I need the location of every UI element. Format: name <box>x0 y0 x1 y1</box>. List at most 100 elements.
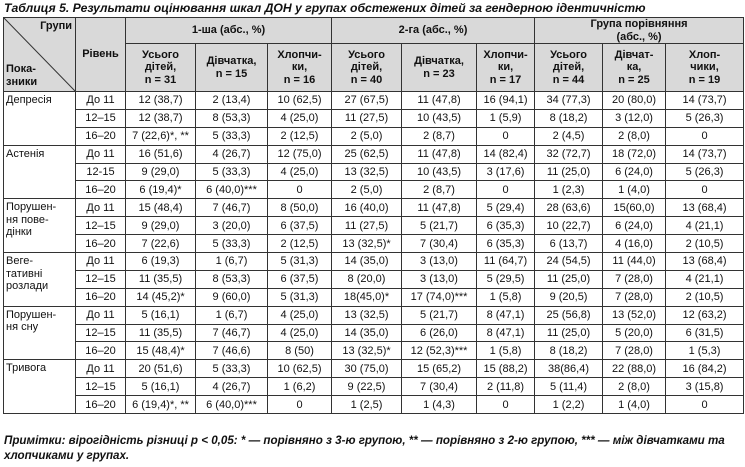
value-cell: 38(86,4) <box>534 359 604 379</box>
value-cell: 8 (53,3) <box>195 108 268 128</box>
value-cell: 5 (26,3) <box>665 162 745 182</box>
value-cell: 6 (40,0)*** <box>195 180 268 200</box>
value-cell: 12 (38,7) <box>125 108 196 128</box>
indicator-cell: Порушен-ня пове-дінки <box>3 198 76 254</box>
value-cell: 10 (62,5) <box>266 91 333 110</box>
group2-header: 2-га (абс., %) <box>331 17 536 44</box>
value-cell: 11 (27,5) <box>331 108 403 128</box>
table-row: 16–20 14 (45,2)* 9 (60,0) 5 (31,3) 18(45,0)*… <box>4 287 745 307</box>
table-row: 16–20 7 (22,6)*, ** 5 (33,3) 2 (12,5) 2 (5,0… <box>4 126 745 146</box>
level-cell: 16–20 <box>75 341 126 361</box>
value-cell: 1 (2,3) <box>534 180 604 200</box>
group1-header: 1-ша (абс., %) <box>124 17 333 44</box>
value-cell: 5 (29,5) <box>476 269 536 289</box>
value-cell: 0 <box>476 126 536 146</box>
value-cell: 5 (33,3) <box>195 359 268 379</box>
value-cell: 4 (16,0) <box>602 234 667 254</box>
value-cell: 14 (45,2)* <box>125 287 196 307</box>
value-cell: 6 (35,3) <box>476 216 536 236</box>
level-cell: 16–20 <box>75 126 126 146</box>
value-cell: 5 (29,4) <box>476 198 536 218</box>
value-cell: 5 (33,3) <box>195 126 268 146</box>
value-cell: 14 (73,7) <box>665 91 745 110</box>
table-row: Астенія До 11 16 (51,6) 4 (26,7) 12 (75,0) 25… <box>3 144 745 200</box>
level-cell: До 11 <box>75 91 126 110</box>
value-cell: 6 (19,4)* <box>125 180 196 200</box>
level-cell: 16–20 <box>75 395 126 415</box>
value-cell: 11 (47,8) <box>401 198 478 218</box>
value-cell: 2 (8,7) <box>401 126 478 146</box>
value-cell: 34 (77,3) <box>534 91 604 110</box>
value-cell: 9 (29,0) <box>125 162 196 182</box>
value-cell: 16 (94,1) <box>476 91 536 110</box>
value-cell: 6 (40,0)*** <box>195 395 268 415</box>
table-note: Примітки: вірогідність різниці р < 0,05:… <box>4 434 725 462</box>
value-cell: 4 (26,7) <box>195 144 268 164</box>
value-cell: 1 (2,5) <box>331 395 403 415</box>
value-cell: 0 <box>665 180 745 200</box>
value-cell: 30 (75,0) <box>331 359 403 379</box>
value-cell: 2 (8,0) <box>602 377 667 397</box>
value-cell: 11 (47,8) <box>401 91 478 110</box>
table-row: 12–15 9 (29,0) 3 (20,0) 6 (37,5) 11 (27,5) 5 … <box>4 216 745 236</box>
value-cell: 4 (25,0) <box>266 108 333 128</box>
value-cell: 6 (31,5) <box>665 323 745 343</box>
indicator-cell: Порушен-ня сну <box>3 305 76 361</box>
level-cell: 16–20 <box>75 287 126 307</box>
level-cell: 12–15 <box>75 108 126 128</box>
value-cell: 14 (35,0) <box>331 252 403 271</box>
value-cell: 8 (50,0) <box>266 198 333 218</box>
value-cell: 8 (18,2) <box>534 341 604 361</box>
value-cell: 15 (88,2) <box>476 359 536 379</box>
value-cell: 3 (20,0) <box>195 216 268 236</box>
value-cell: 11 (35,5) <box>125 269 196 289</box>
table-row: 16–20 6 (19,4)*, ** 6 (40,0)*** 0 1 (2,5) 1 (… <box>4 395 745 415</box>
subheader-cell: Усього дітей, n = 40 <box>331 43 403 92</box>
subheader-cell: Дівчатка, n = 23 <box>401 43 478 92</box>
value-cell: 9 (29,0) <box>125 216 196 236</box>
table-row: 12–15 11 (35,5) 7 (46,7) 4 (25,0) 14 (35,0) 6… <box>4 323 745 343</box>
value-cell: 11 (25,0) <box>534 323 604 343</box>
value-cell: 4 (25,0) <box>266 162 333 182</box>
value-cell: 0 <box>266 180 333 200</box>
value-cell: 8 (47,1) <box>476 305 536 325</box>
table-row: 12–15 5 (16,1) 4 (26,7) 1 (6,2) 9 (22,5) 7 (3… <box>4 377 745 397</box>
value-cell: 25 (56,8) <box>534 305 604 325</box>
value-cell: 13 (32,5)* <box>331 234 403 254</box>
value-cell: 15 (48,4) <box>125 198 196 218</box>
value-cell: 5 (20,0) <box>602 323 667 343</box>
value-cell: 1 (5,9) <box>476 108 536 128</box>
value-cell: 4 (25,0) <box>266 305 333 325</box>
value-cell: 12 (75,0) <box>266 144 333 164</box>
value-cell: 2 (11,8) <box>476 377 536 397</box>
value-cell: 6 (19,4)*, ** <box>125 395 196 415</box>
subheader-cell: Усього дітей, n = 31 <box>125 43 196 92</box>
value-cell: 2 (8,7) <box>401 180 478 200</box>
corner-header: Групи Пока-зники <box>3 17 76 92</box>
value-cell: 2 (4,5) <box>534 126 604 146</box>
value-cell: 5 (31,3) <box>266 287 333 307</box>
value-cell: 7 (46,7) <box>195 198 268 218</box>
value-cell: 24 (54,5) <box>534 252 604 271</box>
value-cell: 1 (6,7) <box>195 252 268 271</box>
value-cell: 11 (47,8) <box>401 144 478 164</box>
value-cell: 12 (63,2) <box>665 305 745 325</box>
subheader-cell: Хлоп-чики, n = 19 <box>665 43 745 92</box>
level-cell: До 11 <box>75 305 126 325</box>
value-cell: 1 (4,0) <box>602 180 667 200</box>
value-cell: 5 (31,3) <box>266 252 333 271</box>
level-cell: 12-15 <box>75 162 126 182</box>
table-row: 12–15 12 (38,7) 8 (53,3) 4 (25,0) 11 (27,5) 1… <box>4 108 745 128</box>
table-caption: Таблиця 5. Результати оцінювання шкал ДО… <box>4 1 646 15</box>
value-cell: 1 (5,8) <box>476 341 536 361</box>
value-cell: 12 (38,7) <box>125 91 196 110</box>
value-cell: 7 (46,7) <box>195 323 268 343</box>
value-cell: 13 (32,5) <box>331 162 403 182</box>
value-cell: 9 (20,5) <box>534 287 604 307</box>
value-cell: 6 (19,3) <box>125 252 196 271</box>
level-cell: 12–15 <box>75 323 126 343</box>
value-cell: 25 (62,5) <box>331 144 403 164</box>
value-cell: 6 (24,0) <box>602 216 667 236</box>
value-cell: 2 (12,5) <box>266 126 333 146</box>
value-cell: 7 (30,4) <box>401 377 478 397</box>
